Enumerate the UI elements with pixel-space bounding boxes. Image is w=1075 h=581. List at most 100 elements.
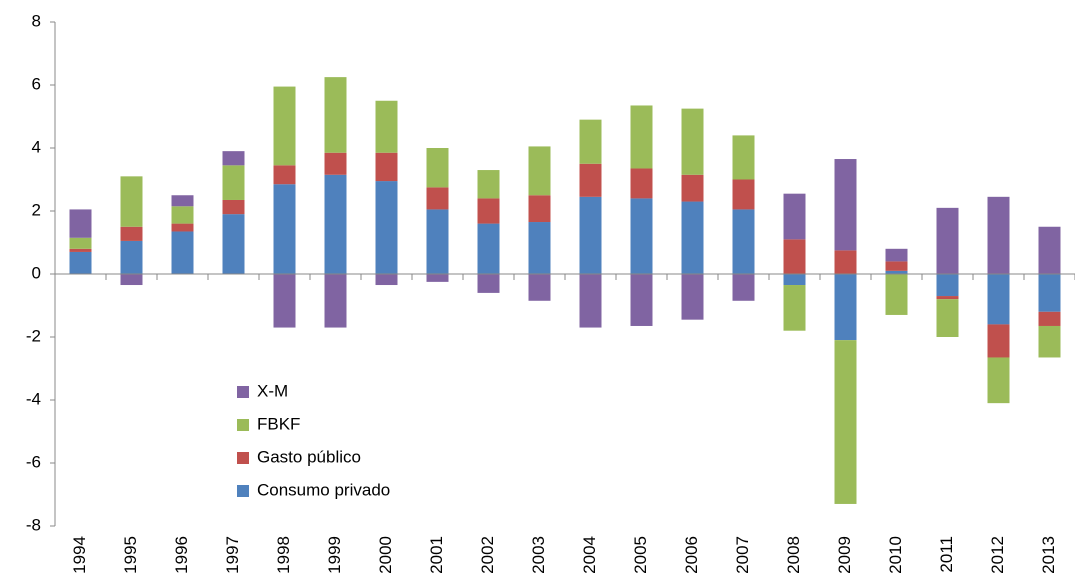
legend-label: X-M [257, 381, 288, 400]
bar-segment [324, 152, 347, 175]
bar-segment [1038, 226, 1061, 274]
bar-segment [885, 270, 908, 274]
bar-segment [783, 274, 806, 286]
bar-segment [375, 274, 398, 286]
bar-segment [681, 108, 704, 175]
bar-segment [324, 274, 347, 328]
y-tick-label: 2 [32, 200, 41, 219]
x-tick-label: 2009 [835, 536, 854, 574]
bar-segment [528, 146, 551, 196]
bar-segment [579, 274, 602, 328]
bar-segment [528, 195, 551, 223]
bar-segment [783, 285, 806, 331]
bar-segment [936, 207, 959, 274]
bar-segment [222, 165, 245, 200]
bar-segment [783, 193, 806, 240]
x-tick-label: 2000 [376, 536, 395, 574]
y-tick-label: 6 [32, 74, 41, 93]
bar-segment [630, 198, 653, 274]
bar-segment [528, 274, 551, 301]
bar-segment [120, 176, 143, 227]
bar-segment [834, 159, 857, 251]
bar-segment [426, 274, 449, 282]
x-tick-label: 1994 [70, 536, 89, 574]
legend-label: Gasto público [257, 447, 361, 466]
x-tick-label: 2010 [886, 536, 905, 574]
bar-segment [375, 152, 398, 182]
bar-segment [885, 248, 908, 262]
x-tick-label: 2007 [733, 536, 752, 574]
bar-segment [681, 274, 704, 320]
bar-segment [120, 240, 143, 274]
x-tick-label: 2004 [580, 536, 599, 574]
y-tick-label: -6 [26, 452, 41, 471]
legend-label: FBKF [257, 414, 300, 433]
bar-segment [732, 209, 755, 274]
bar-segment [171, 223, 194, 232]
bar-segment [120, 274, 143, 286]
bar-segment [579, 196, 602, 274]
y-tick-label: -4 [26, 389, 41, 408]
bar-segment [834, 340, 857, 504]
bar-segment [528, 222, 551, 274]
bar-segment [834, 274, 857, 341]
bar-segment [630, 168, 653, 199]
bar-segment [477, 198, 500, 224]
bar-segment [783, 239, 806, 274]
bar-segment [273, 86, 296, 166]
bar-segment [681, 174, 704, 202]
y-tick-label: -2 [26, 326, 41, 345]
bar-segment [69, 237, 92, 249]
bar-segment [732, 274, 755, 301]
legend-swatch [237, 485, 249, 497]
bar-segment [885, 274, 908, 315]
x-tick-label: 2001 [427, 536, 446, 574]
bar-segment [630, 105, 653, 169]
bar-segment [171, 195, 194, 207]
bar-segment [1038, 311, 1061, 326]
bar-segment [324, 174, 347, 274]
bar-segment [630, 274, 653, 326]
bar-segment [171, 206, 194, 224]
legend-label: Consumo privado [257, 480, 390, 499]
bar-segment [222, 151, 245, 166]
x-tick-label: 1996 [172, 536, 191, 574]
x-tick-label: 2011 [937, 536, 956, 573]
x-tick-label: 1997 [223, 536, 242, 574]
bar-segment [1038, 325, 1061, 358]
bar-segment [477, 274, 500, 293]
bar-segment [69, 251, 92, 274]
bar-segment [69, 248, 92, 252]
bar-segment [222, 199, 245, 215]
x-tick-label: 1995 [121, 536, 140, 574]
bar-segment [987, 196, 1010, 274]
x-tick-label: 2002 [478, 536, 497, 574]
bar-segment [273, 184, 296, 274]
bar-segment [987, 324, 1010, 358]
x-tick-label: 2006 [682, 536, 701, 574]
bar-segment [987, 274, 1010, 325]
legend-swatch [237, 452, 249, 464]
y-tick-label: -8 [26, 515, 41, 534]
bar-segment [885, 261, 908, 271]
bar-segment [579, 119, 602, 164]
bar-segment [732, 135, 755, 180]
bar-segment [222, 214, 245, 274]
bar-segment [324, 77, 347, 153]
bar-segment [171, 231, 194, 274]
bar-segment [120, 226, 143, 241]
bar-segment [477, 170, 500, 199]
bar-segment [579, 163, 602, 197]
bar-segment [732, 179, 755, 210]
bar-segment [375, 181, 398, 274]
bar-segment [987, 357, 1010, 404]
bar-segment [426, 148, 449, 188]
bar-segment [69, 209, 92, 238]
bar-segment [834, 250, 857, 274]
y-tick-label: 4 [32, 137, 41, 156]
bar-segment [1038, 274, 1061, 312]
bar-segment [477, 223, 500, 274]
legend-swatch [237, 419, 249, 431]
x-tick-label: 2005 [631, 536, 650, 574]
